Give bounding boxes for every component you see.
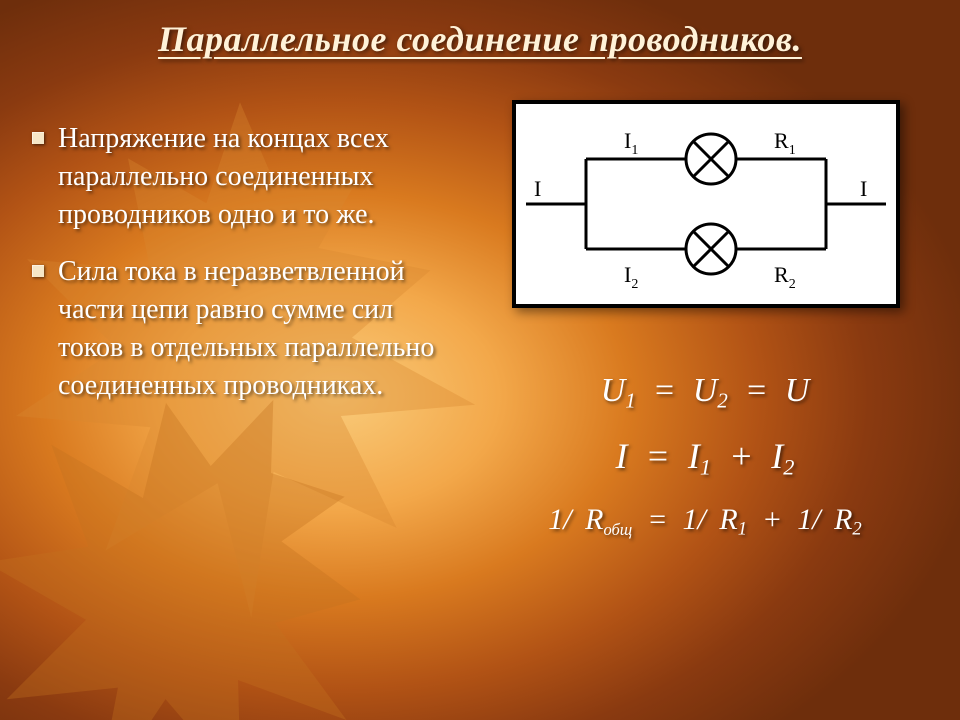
label-I-right: I (860, 176, 867, 201)
label-R1: R1 (774, 128, 796, 158)
right-column: I I I1 I2 R1 R2 U1 = U2 = U I (460, 120, 940, 690)
bullet-list: Напряжение на концах всех параллельно со… (24, 120, 444, 405)
formula-block: U1 = U2 = U I = I1 + I2 1/ Rобщ = (480, 350, 930, 563)
formula-current: I = I1 + I2 (480, 435, 930, 481)
label-I2: I2 (624, 262, 638, 292)
content-area: Напряжение на концах всех параллельно со… (24, 120, 940, 690)
bullet-item: Напряжение на концах всех параллельно со… (24, 120, 444, 233)
bullet-column: Напряжение на концах всех параллельно со… (24, 120, 460, 690)
formula-resistance: 1/ Rобщ = 1/ R1 + 1/ R2 (480, 503, 930, 541)
circuit-diagram: I I I1 I2 R1 R2 (512, 100, 900, 308)
bullet-item: Сила тока в неразветвленной части цепи р… (24, 253, 444, 404)
circuit-svg: I I I1 I2 R1 R2 (516, 104, 896, 304)
label-I1: I1 (624, 128, 638, 158)
slide: Параллельное соединение проводников. Нап… (0, 0, 960, 720)
label-I-left: I (534, 176, 541, 201)
formula-voltage: U1 = U2 = U (480, 372, 930, 413)
label-R2: R2 (774, 262, 796, 292)
slide-title: Параллельное соединение проводников. (0, 18, 960, 60)
